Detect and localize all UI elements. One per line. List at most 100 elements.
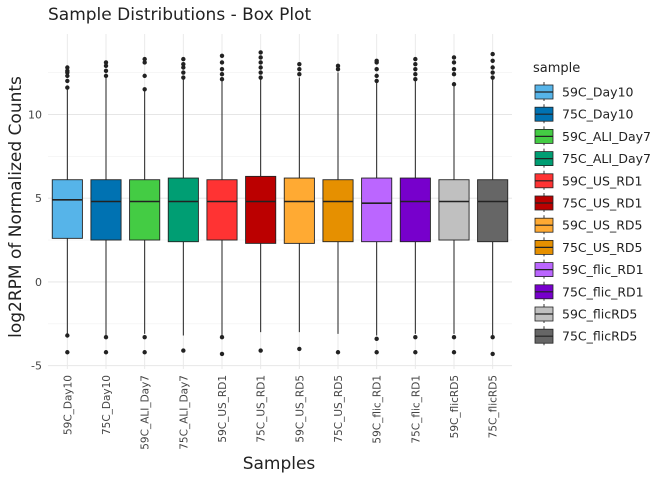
box-body (477, 179, 509, 243)
box-59C_US_RD5 (283, 61, 315, 352)
legend-item-59C_Day10: 59C_Day10 (534, 82, 634, 101)
box-body (90, 179, 122, 241)
outlier-point (297, 61, 302, 67)
legend-item-75C_US_RD5: 75C_US_RD5 (534, 237, 642, 257)
legend-item-59C_flic_RD1: 59C_flic_RD1 (534, 259, 644, 279)
legend: sample 59C_Day10 75C_Day10 59C_ALI_Day7 75C… (533, 61, 651, 346)
outlier-point (297, 66, 302, 72)
box-75C_US_RD1 (245, 50, 277, 353)
outlier-point (451, 350, 457, 355)
y-tick-label: 0 (35, 276, 42, 289)
box-body (245, 175, 277, 244)
outlier-point (103, 68, 109, 74)
legend-item-75C_US_RD1: 75C_US_RD1 (534, 193, 642, 212)
outlier-point (258, 50, 263, 55)
outlier-point (103, 73, 109, 79)
x-tick-label: 59C_US_RD5 (294, 375, 306, 443)
outlier-point (142, 87, 147, 92)
outlier-point (65, 78, 70, 84)
legend-item-59C_US_RD5: 59C_US_RD5 (534, 215, 642, 235)
outlier-point (374, 73, 379, 79)
box-59C_Day10 (51, 65, 83, 355)
outlier-point (219, 60, 225, 65)
box-body (129, 179, 161, 241)
outlier-point (103, 60, 109, 65)
y-tick-label: -5 (31, 360, 42, 373)
box-59C_US_RD1 (206, 53, 238, 357)
outlier-point (490, 51, 495, 57)
outlier-point (258, 70, 263, 75)
legend-label: 59C_US_RD5 (562, 218, 642, 233)
box-body (322, 179, 354, 243)
box-59C_flic_RD1 (361, 58, 393, 355)
x-tick-label: 75C_ALI_Day7 (178, 375, 190, 450)
outlier-point (451, 334, 457, 340)
outlier-point (258, 60, 263, 65)
outlier-point (490, 351, 495, 357)
x-tick-label: 75C_US_RD5 (333, 375, 345, 443)
outlier-point (451, 66, 457, 72)
legend-label: 75C_ALI_Day7 (562, 151, 651, 166)
outlier-point (451, 82, 457, 87)
legend-label: 75C_US_RD1 (562, 196, 642, 211)
outlier-point (181, 61, 186, 67)
legend-label: 59C_flic_RD1 (562, 262, 644, 277)
outlier-point (258, 65, 263, 70)
x-tick-label: 59C_flicRD5 (449, 375, 461, 438)
outlier-point (219, 334, 225, 340)
legend-label: 75C_Day10 (562, 107, 634, 122)
box-75C_US_RD5 (322, 63, 354, 355)
outlier-point (219, 351, 225, 357)
legend-item-59C_US_RD1: 59C_US_RD1 (534, 170, 642, 190)
legend-item-59C_flicRD5: 59C_flicRD5 (534, 304, 637, 323)
outlier-point (413, 66, 418, 72)
x-tick-label: 75C_flic_RD1 (410, 375, 422, 444)
outlier-point (490, 70, 495, 75)
box-75C_flic_RD1 (399, 56, 431, 355)
outlier-point (142, 56, 147, 62)
legend-item-75C_Day10: 75C_Day10 (534, 104, 634, 124)
legend-label: 59C_flicRD5 (562, 307, 637, 322)
legend-label: 59C_ALI_Day7 (562, 129, 651, 144)
legend-label: 59C_US_RD1 (562, 173, 642, 188)
outlier-point (219, 72, 225, 77)
y-tick-label: 5 (35, 192, 42, 205)
box-75C_flicRD5 (477, 51, 509, 357)
outlier-point (219, 77, 225, 82)
outlier-point (413, 334, 418, 340)
box-59C_ALI_Day7 (129, 56, 161, 355)
outlier-point (219, 53, 225, 58)
x-axis-title: Samples (243, 454, 316, 474)
box-body (399, 177, 431, 243)
outlier-point (258, 348, 263, 353)
outlier-point (142, 60, 147, 65)
y-tick-label: 10 (28, 108, 42, 121)
legend-label: 75C_flicRD5 (562, 329, 637, 344)
box-body (283, 177, 315, 244)
outlier-point (374, 66, 379, 72)
legend-label: 59C_Day10 (562, 85, 634, 100)
legend-label: 75C_US_RD5 (562, 240, 642, 255)
x-tick-label: 59C_ALI_Day7 (140, 375, 152, 450)
box-59C_flicRD5 (438, 55, 470, 355)
outlier-point (181, 56, 186, 62)
outlier-point (65, 350, 70, 355)
outlier-point (65, 65, 70, 70)
x-tick-label: 75C_US_RD1 (256, 375, 268, 443)
outlier-point (413, 77, 418, 82)
outlier-point (297, 346, 302, 352)
x-tick-label: 59C_flic_RD1 (372, 375, 384, 444)
outlier-point (451, 72, 457, 77)
x-tick-label: 59C_Day10 (62, 375, 74, 435)
outlier-point (181, 75, 186, 80)
box-body (51, 179, 83, 239)
outlier-point (335, 350, 341, 355)
outlier-point (335, 66, 341, 72)
outlier-point (181, 348, 186, 353)
outlier-point (374, 336, 379, 342)
box-body (167, 177, 199, 243)
x-tick-label: 75C_flicRD5 (488, 375, 500, 438)
outlier-point (413, 61, 418, 67)
outlier-point (181, 70, 186, 75)
